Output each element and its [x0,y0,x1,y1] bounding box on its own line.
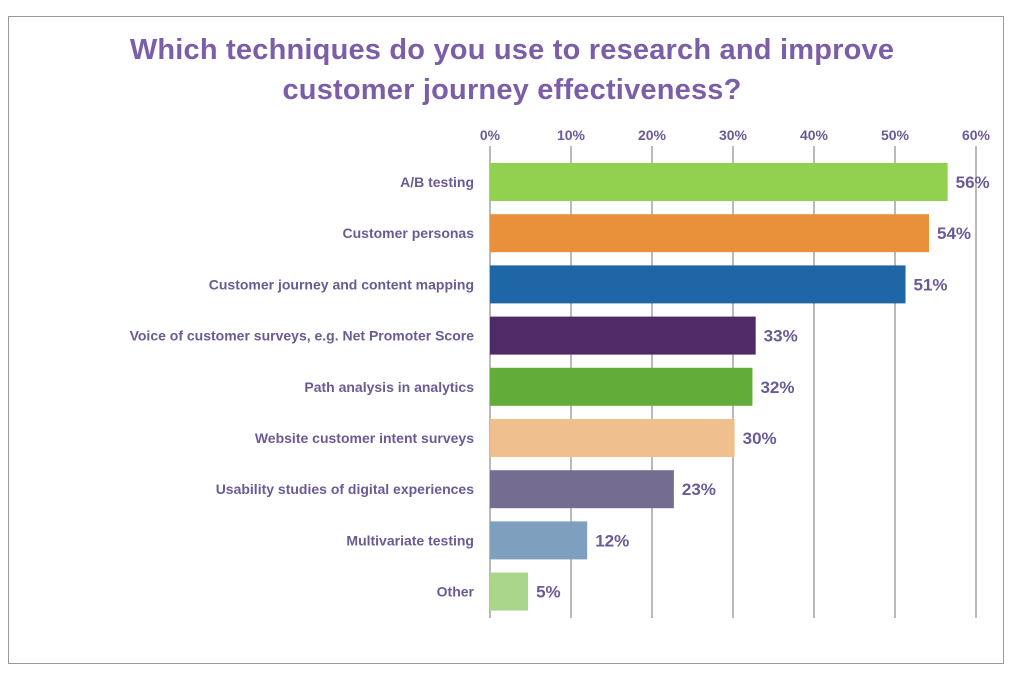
category-labels: A/B testing Customer personas Customer jou… [130,174,475,600]
category-label: Customer journey and content mapping [209,276,474,292]
value-label: 51% [914,275,948,294]
value-labels: 56% 54% 51% 33% 32% 30% 23% 12% 5% [536,173,990,602]
value-label: 5% [536,583,561,602]
bar [490,163,948,201]
value-label: 30% [743,429,777,448]
bar [490,470,674,509]
x-tick-label: 0% [480,127,501,143]
x-tick-label: 60% [962,127,991,143]
category-label: A/B testing [400,174,474,190]
x-tick-label: 20% [638,127,667,143]
bar [490,316,756,355]
bar [490,521,588,560]
bar [490,419,735,457]
x-tick-label: 40% [800,127,829,143]
bars [490,163,948,611]
category-label: Path analysis in analytics [304,379,474,395]
bar [490,367,753,406]
category-label: Voice of customer surveys, e.g. Net Prom… [130,328,475,344]
category-label: Website customer intent surveys [255,430,474,446]
chart-title-line-1: Which techniques do you use to research … [129,34,895,66]
x-tick-label: 10% [557,127,586,143]
bar [490,265,906,304]
category-label: Other [437,584,475,600]
value-label: 33% [764,327,798,346]
value-label: 56% [956,173,990,192]
value-label: 12% [595,531,629,550]
bar [490,572,529,611]
x-tick-labels: 0% 10% 20% 30% 40% 50% 60% [480,127,991,143]
x-tick-label: 30% [719,127,748,143]
category-label: Multivariate testing [346,532,474,548]
category-label: Usability studies of digital experiences [216,481,475,497]
chart-title-line-2: customer journey effectiveness? [282,74,742,106]
category-label: Customer personas [343,225,475,241]
chart-title: Which techniques do you use to research … [0,30,1024,110]
value-label: 32% [760,378,794,397]
value-label: 23% [682,480,716,499]
bar [490,214,930,253]
value-label: 54% [937,224,971,243]
x-tick-label: 50% [881,127,910,143]
